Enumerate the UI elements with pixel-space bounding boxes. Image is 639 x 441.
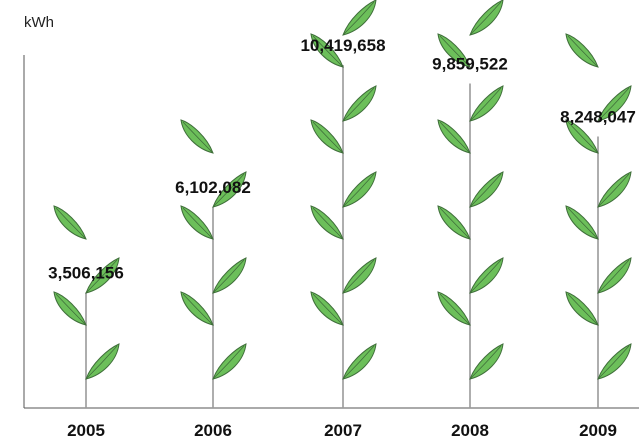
y-axis-unit-label: kWh xyxy=(24,14,54,31)
leaf-2007-left-3 xyxy=(310,119,344,154)
leaf-2007-left-4 xyxy=(310,33,344,68)
leaf-2009-left-4 xyxy=(565,33,599,68)
leaf-2008-left-4 xyxy=(437,33,471,68)
leaf-2009-left-1 xyxy=(565,291,599,326)
leaf-2007-left-1 xyxy=(310,291,344,326)
value-label-2009: 8,248,047 xyxy=(560,107,636,126)
plant-2005: 3,506,156 2005 xyxy=(48,205,124,440)
leaf-2007-right-3 xyxy=(342,171,377,208)
leaf-2007-left-2 xyxy=(310,205,344,240)
leaf-2007-right-4 xyxy=(342,85,377,122)
plant-2008: 9,859,522 2008 xyxy=(432,0,508,440)
leaf-2009-right-2 xyxy=(597,257,632,294)
leaf-2008-left-3 xyxy=(437,119,471,154)
leaf-2008-left-2 xyxy=(437,205,471,240)
leaf-2005-left-2 xyxy=(53,205,87,240)
leaf-2009-left-3 xyxy=(565,119,599,154)
leaf-2008-right-2 xyxy=(469,257,504,294)
leaf-2005-left-1 xyxy=(53,291,87,326)
leaf-2006-left-3 xyxy=(180,119,214,154)
value-label-2008: 9,859,522 xyxy=(432,54,508,73)
leaf-2006-right-2 xyxy=(212,257,247,294)
leaf-2005-right-1 xyxy=(85,343,120,380)
leaf-2009-left-2 xyxy=(565,205,599,240)
leaf-2009-right-4 xyxy=(597,85,632,122)
leaf-2007-right-5 xyxy=(342,0,377,36)
leaf-2006-left-1 xyxy=(180,291,214,326)
leaf-2006-right-3 xyxy=(212,171,247,208)
leaf-2006-right-1 xyxy=(212,343,247,380)
plant-2007: 10,419,658 2007 xyxy=(300,0,386,440)
leaf-2007-right-2 xyxy=(342,257,377,294)
value-label-2007: 10,419,658 xyxy=(300,36,385,55)
leaf-2008-left-1 xyxy=(437,291,471,326)
plants-group: 3,506,156 2005 6,102,082 2006 10,419,658 2007… xyxy=(48,0,636,440)
leaf-2007-right-1 xyxy=(342,343,377,380)
x-tick-label-2006: 2006 xyxy=(194,421,232,440)
leaf-2009-right-3 xyxy=(597,171,632,208)
leaf-2008-right-1 xyxy=(469,343,504,380)
plant-2009: 8,248,047 2009 xyxy=(560,33,636,440)
leaf-2006-left-2 xyxy=(180,205,214,240)
value-label-2005: 3,506,156 xyxy=(48,264,124,283)
value-label-2006: 6,102,082 xyxy=(175,178,251,197)
leaf-2008-right-4 xyxy=(469,85,504,122)
x-tick-label-2007: 2007 xyxy=(324,421,362,440)
plant-2006: 6,102,082 2006 xyxy=(175,119,251,440)
x-tick-label-2008: 2008 xyxy=(451,421,489,440)
leaf-2008-right-5 xyxy=(469,0,504,36)
leaf-2005-right-2 xyxy=(85,257,120,294)
x-tick-label-2005: 2005 xyxy=(67,421,105,440)
x-tick-label-2009: 2009 xyxy=(579,421,617,440)
leaf-2009-right-1 xyxy=(597,343,632,380)
leaf-2008-right-3 xyxy=(469,171,504,208)
